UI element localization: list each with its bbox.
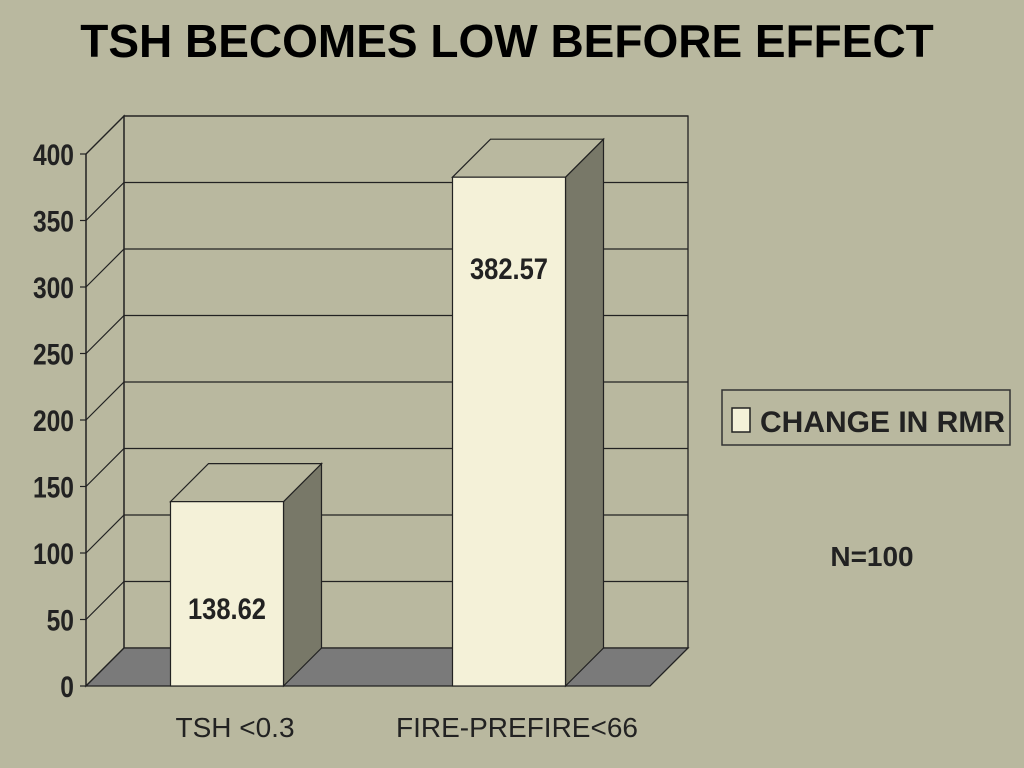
y-tick-label: 50 — [47, 603, 74, 637]
legend-label: CHANGE IN RMR — [760, 406, 1005, 439]
bar — [451, 137, 605, 688]
bar-series — [169, 137, 605, 688]
x-axis-tick-labels: TSH <0.3 FIRE-PREFIRE<66 — [175, 712, 638, 743]
y-tick-label: 0 — [60, 670, 74, 704]
data-label: 138.62 — [188, 592, 266, 625]
gridline — [85, 115, 688, 155]
legend: CHANGE IN RMR — [721, 389, 1011, 446]
legend-swatch — [731, 407, 751, 433]
slide-title: TSH BECOMES LOW BEFORE EFFECT — [80, 15, 934, 67]
y-tick-label: 300 — [33, 271, 74, 305]
bar-side — [282, 462, 323, 688]
sample-size-note: N=100 — [830, 541, 913, 572]
bar — [169, 462, 323, 688]
y-tick-label: 150 — [33, 470, 74, 504]
bar-side — [564, 137, 605, 688]
bar-front — [169, 501, 285, 687]
y-tick-label: 400 — [33, 138, 74, 172]
x-tick-label: TSH <0.3 — [175, 712, 294, 743]
y-tick-label: 100 — [33, 537, 74, 571]
bar-front — [451, 176, 567, 687]
data-label: 382.57 — [470, 252, 548, 285]
y-tick-label: 200 — [33, 404, 74, 438]
y-tick-label: 250 — [33, 337, 74, 371]
data-labels: 138.62 382.57 — [188, 252, 548, 625]
y-axis-tick-labels: 0 50 100 150 200 250 300 350 400 — [33, 138, 74, 704]
y-tick-label: 350 — [33, 204, 74, 238]
legend-box — [721, 389, 1011, 446]
x-tick-label: FIRE-PREFIRE<66 — [396, 712, 638, 743]
